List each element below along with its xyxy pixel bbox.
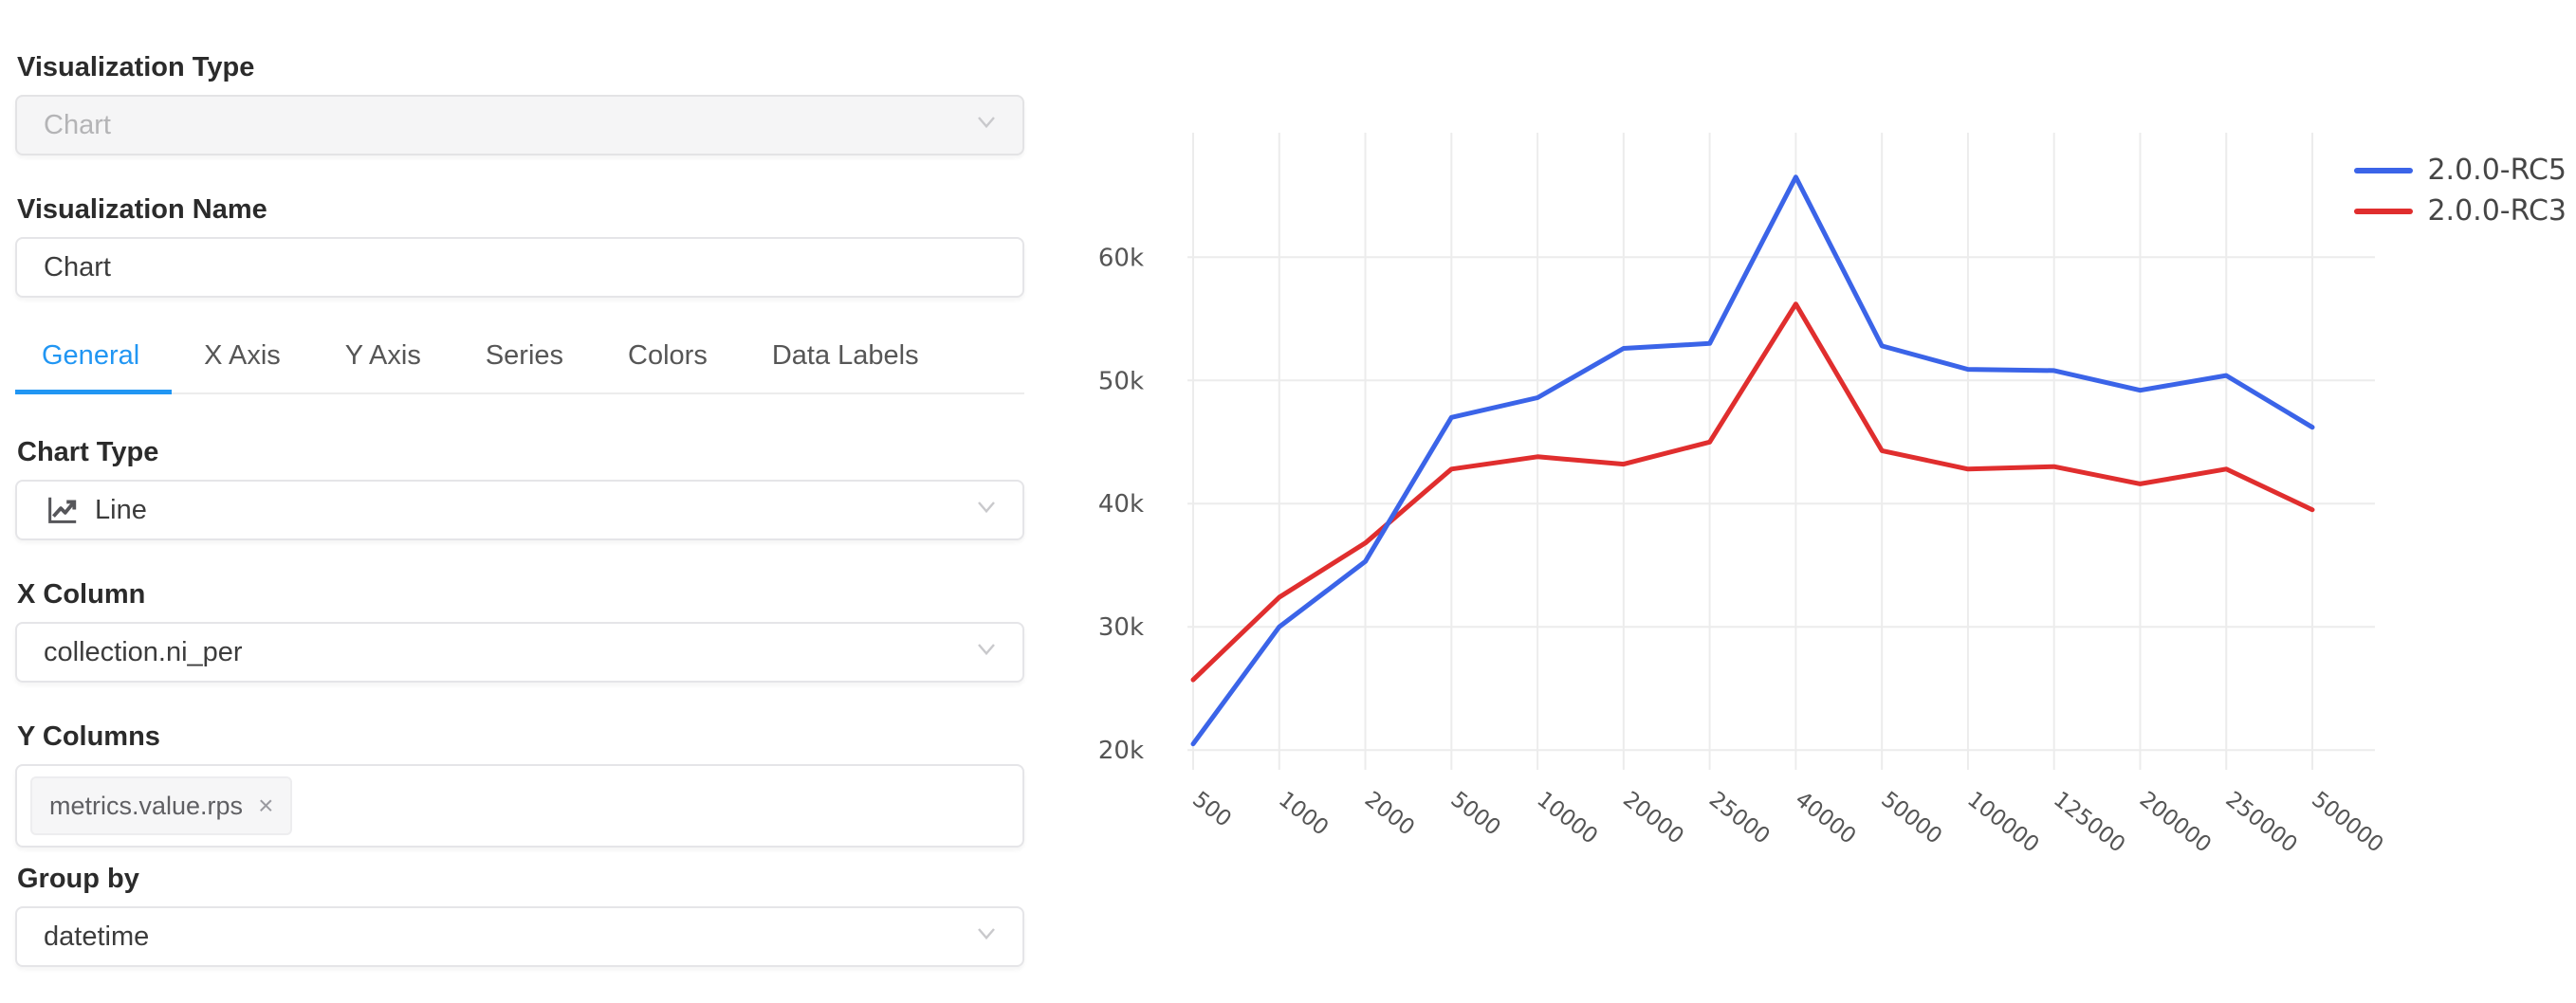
visualization-type-select: Chart xyxy=(15,95,1024,155)
visualization-name-field[interactable] xyxy=(15,237,1024,298)
legend-item-rc5[interactable]: 2.0.0-RC5 xyxy=(2354,155,2567,187)
legend-line-swatch xyxy=(2354,209,2414,214)
x-axis-tick-label: 200000 xyxy=(2135,787,2216,858)
x-axis-tick-label: 25000 xyxy=(1704,787,1775,849)
x-column-value: collection.ni_per xyxy=(44,636,243,667)
y-axis-tick-label: 60k xyxy=(1098,244,1144,272)
group-by-group: Group by datetime xyxy=(15,863,1024,967)
y-column-tag-text: metrics.value.rps xyxy=(49,791,244,820)
group-by-value: datetime xyxy=(44,921,150,952)
x-axis-tick-label: 2000 xyxy=(1360,787,1419,841)
y-axis-tick-label: 40k xyxy=(1098,490,1144,519)
x-axis-tick-label: 1000 xyxy=(1274,787,1333,841)
x-axis-tick-label: 250000 xyxy=(2221,787,2302,858)
visualization-name-group: Visualization Name xyxy=(15,193,1024,298)
legend-line-swatch xyxy=(2354,168,2414,173)
x-axis-tick-label: 20000 xyxy=(1618,787,1688,849)
y-columns-label: Y Columns xyxy=(17,721,160,752)
legend-item-rc3[interactable]: 2.0.0-RC3 xyxy=(2354,195,2567,228)
y-columns-group: Y Columns metrics.value.rps × xyxy=(15,720,1024,848)
group-by-label: Group by xyxy=(17,864,139,894)
visualization-name-label: Visualization Name xyxy=(17,194,267,225)
x-axis-tick-label: 100000 xyxy=(1962,787,2043,858)
chart-type-group: Chart Type Line xyxy=(15,436,1024,540)
visualization-type-value: Chart xyxy=(44,109,111,140)
x-column-group: X Column collection.ni_per xyxy=(15,578,1024,683)
visualization-type-group: Visualization Type Chart xyxy=(15,51,1024,155)
y-columns-multiselect[interactable]: metrics.value.rps × xyxy=(15,764,1024,848)
chart-legend: 2.0.0-RC5 2.0.0-RC3 xyxy=(2354,155,2567,228)
x-axis-tick-label: 125000 xyxy=(2049,787,2129,858)
tab-colors[interactable]: Colors xyxy=(628,340,708,371)
x-axis-tick-label: 500 xyxy=(1187,787,1236,832)
tab-general[interactable]: General xyxy=(15,339,173,394)
legend-label: 2.0.0-RC5 xyxy=(2427,154,2567,187)
chevron-down-icon xyxy=(971,633,1002,671)
x-axis-tick-label: 10000 xyxy=(1532,787,1602,849)
x-axis-tick-label: 5000 xyxy=(1446,787,1505,841)
legend-label: 2.0.0-RC3 xyxy=(2427,194,2567,228)
line-chart-icon xyxy=(44,492,80,528)
visualization-name-input[interactable] xyxy=(44,251,901,283)
visualization-type-label: Visualization Type xyxy=(17,52,255,82)
x-axis-tick-label: 40000 xyxy=(1791,787,1861,849)
chart-line-2.0.0-RC5 xyxy=(1190,174,2315,747)
y-axis-tick-label: 20k xyxy=(1098,737,1144,765)
tab-y-axis[interactable]: Y Axis xyxy=(344,340,421,371)
y-axis-tick-label: 50k xyxy=(1098,367,1144,395)
y-axis-tick-label: 30k xyxy=(1098,613,1144,642)
tab-data-labels[interactable]: Data Labels xyxy=(771,340,919,371)
chevron-down-icon xyxy=(971,918,1002,956)
chart-type-label: Chart Type xyxy=(17,437,159,467)
chart-type-value: Line xyxy=(95,494,147,525)
chart-type-select[interactable]: Line xyxy=(15,480,1024,540)
x-column-select[interactable]: collection.ni_per xyxy=(15,622,1024,683)
chart-line-2.0.0-RC3 xyxy=(1190,301,2315,683)
x-axis-tick-label: 50000 xyxy=(1876,787,1946,849)
remove-tag-icon[interactable]: × xyxy=(258,791,274,820)
tab-series[interactable]: Series xyxy=(485,340,564,371)
x-column-label: X Column xyxy=(17,579,146,610)
visualization-settings-panel: Visualization Type Chart Visualization N… xyxy=(15,51,1024,967)
x-axis-tick-label: 500000 xyxy=(2307,787,2387,858)
tab-x-axis[interactable]: X Axis xyxy=(204,340,281,371)
chevron-down-icon xyxy=(971,106,1002,144)
chevron-down-icon xyxy=(971,491,1002,529)
y-column-tag: metrics.value.rps × xyxy=(30,776,293,835)
group-by-select[interactable]: datetime xyxy=(15,906,1024,967)
settings-tabs: General X Axis Y Axis Series Colors Data Labe… xyxy=(15,339,1024,394)
